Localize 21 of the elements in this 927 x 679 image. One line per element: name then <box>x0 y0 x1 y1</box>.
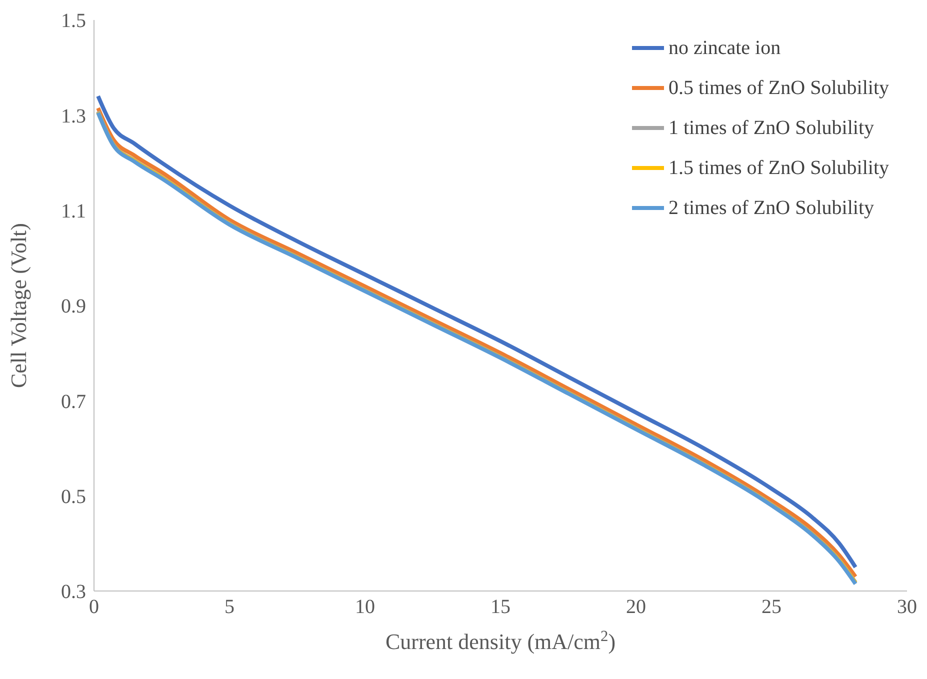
x-tick-label: 0 <box>89 596 99 618</box>
legend-label: no zincate ion <box>668 36 781 60</box>
x-tick-label: 25 <box>762 596 782 618</box>
y-tick-label: 1.5 <box>61 10 86 32</box>
x-tick-label: 15 <box>490 596 510 618</box>
x-tick-label: 10 <box>355 596 375 618</box>
legend-label: 0.5 times of ZnO Solubility <box>668 76 889 100</box>
y-tick-label: 1.1 <box>61 200 86 222</box>
y-tick-label: 1.3 <box>61 105 86 128</box>
legend-label: 2 times of ZnO Solubility <box>668 196 874 220</box>
legend-label: 1 times of ZnO Solubility <box>668 116 874 140</box>
y-tick-label: 0.3 <box>61 581 86 604</box>
y-tick-label: 0.9 <box>61 296 86 318</box>
legend-label: 1.5 times of ZnO Solubility <box>668 156 889 180</box>
x-tick-label: 5 <box>224 596 234 618</box>
y-axis-title: Cell Voltage (Volt) <box>6 223 31 388</box>
x-axis-title: Current density (mA/cm$^{2}$) <box>385 628 616 654</box>
x-tick-label: 30 <box>897 596 917 618</box>
y-tick-label: 0.7 <box>61 390 86 413</box>
y-tick-label: 0.5 <box>61 486 86 508</box>
x-tick-label: 20 <box>626 596 646 618</box>
